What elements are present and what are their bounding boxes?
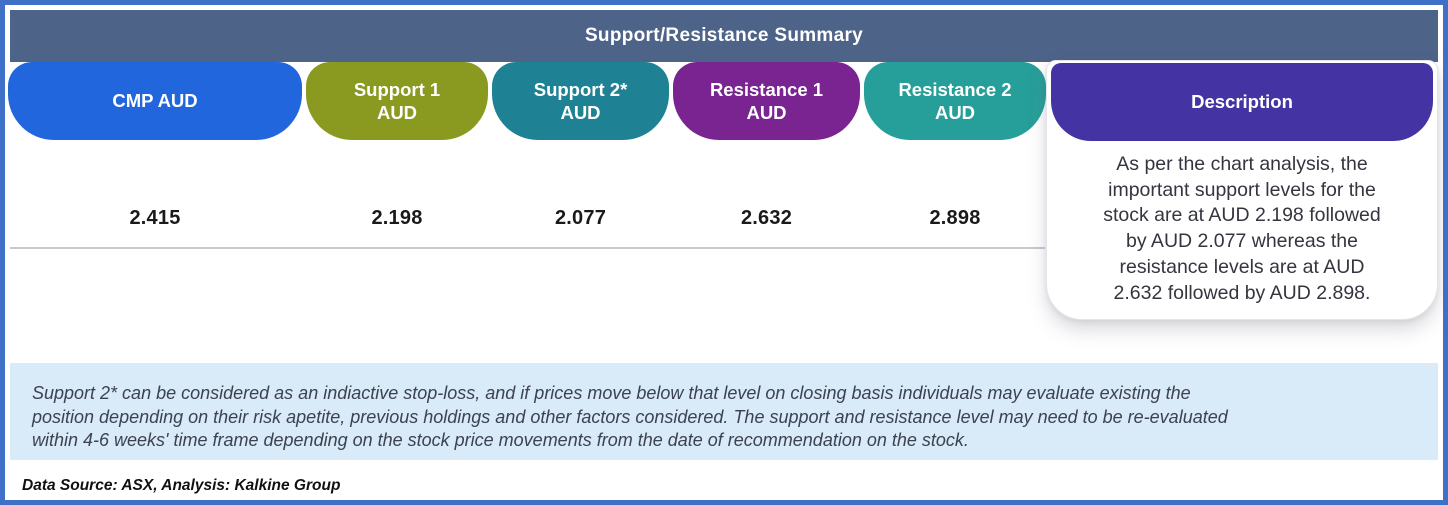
cell-support-1-value: 2.198: [371, 206, 423, 229]
cell-resistance-1-value: 2.632: [740, 206, 793, 229]
cell-cmp-value: 2.415: [129, 206, 181, 229]
column-header-resistance-2: Resistance 2 AUD: [864, 62, 1046, 140]
column-header-support-1: Support 1 AUD: [306, 62, 488, 140]
cell-support-2-value: 2.077: [554, 206, 607, 229]
row-divider-line: [10, 247, 1045, 249]
description-card: Description As per the chart analysis, t…: [1046, 60, 1438, 320]
data-source-caption: Data Source: ASX, Analysis: Kalkine Grou…: [22, 477, 341, 494]
column-header-support-2: Support 2* AUD: [492, 62, 669, 140]
cell-resistance-2-value: 2.898: [929, 206, 981, 229]
column-header-description: Description: [1051, 63, 1433, 141]
table-title-bar: Support/Resistance Summary: [10, 10, 1438, 62]
table-title: Support/Resistance Summary: [584, 25, 864, 46]
column-header-resistance-1: Resistance 1 AUD: [673, 62, 860, 140]
description-text: As per the chart analysis, the important…: [1103, 153, 1381, 304]
column-header-cmp-aud: CMP AUD: [8, 62, 302, 140]
footnote-box: Support 2* can be considered as an india…: [10, 363, 1438, 460]
